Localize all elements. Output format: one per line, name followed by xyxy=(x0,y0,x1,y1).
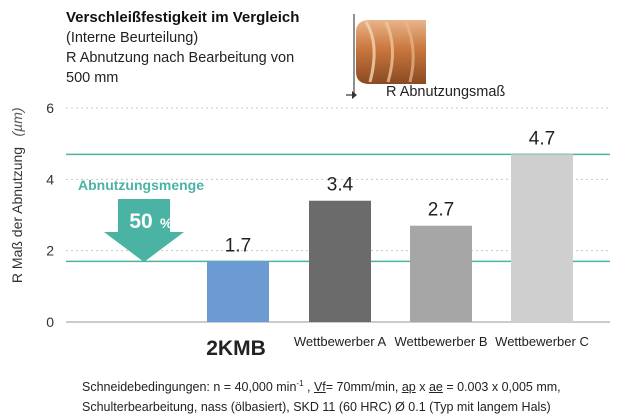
bar xyxy=(511,154,573,322)
footnote-x: x xyxy=(415,380,429,395)
bar-value-label: 2.7 xyxy=(428,200,454,221)
footnote-line-2: Schulterbearbeitung, nass (ölbasiert), S… xyxy=(82,400,551,415)
footnote-ap: ap xyxy=(401,380,416,395)
y-tick-label: 0 xyxy=(46,314,54,330)
bar xyxy=(309,200,371,322)
arrow-percent-label: 50 xyxy=(129,210,152,233)
footnote-line-1: Schneidebedingungen: n = 40,000 min-1 , … xyxy=(82,374,561,397)
annotation-label: Abnutzungsmenge xyxy=(78,177,204,193)
down-arrow-icon xyxy=(104,199,184,262)
y-axis-label: R Maß der Abnutzung xyxy=(9,147,25,283)
end-mill-tool-icon xyxy=(340,14,426,99)
y-tick-label: 4 xyxy=(46,171,54,187)
footnote-sup: -1 xyxy=(296,379,304,388)
bar xyxy=(207,261,269,322)
measure-label: R Abnutzungsmaß xyxy=(386,84,506,100)
arrow-percent-unit: % xyxy=(160,215,173,231)
category-label-main: 2KMB xyxy=(206,337,266,360)
footnote-mid: = 70mm/min, xyxy=(325,380,402,395)
y-axis-unit: (µm) xyxy=(9,107,25,136)
category-label: Wettbewerber A xyxy=(294,334,387,349)
bar-value-label: 4.7 xyxy=(529,128,555,149)
bar-value-label: 1.7 xyxy=(225,235,251,256)
y-tick-label: 6 xyxy=(46,100,54,116)
bar-value-label: 3.4 xyxy=(327,175,354,196)
chart-description-line-2: 500 mm xyxy=(66,70,119,86)
footnote-sep: , xyxy=(303,380,314,395)
chart-footnote: Schneidebedingungen: n = 40,000 min-1 , … xyxy=(82,374,561,417)
footnote-vf: Vf xyxy=(313,380,326,395)
chart-subtitle: (Interne Beurteilung) xyxy=(66,30,199,46)
chart-header: Verschleißfestigkeit im Vergleich (Inter… xyxy=(66,8,356,88)
category-label: Wettbewerber B xyxy=(395,334,488,349)
bar xyxy=(410,225,472,322)
footnote-ae: ae xyxy=(428,380,443,395)
y-tick-label: 2 xyxy=(46,243,54,259)
chart-title: Verschleißfestigkeit im Vergleich xyxy=(66,9,300,26)
footnote-text: Schneidebedingungen: n = 40,000 min xyxy=(82,380,297,395)
chart-description-line: R Abnutzung nach Bearbeitung von xyxy=(66,50,295,66)
measure-arrow-head xyxy=(352,91,357,99)
footnote-end: = 0.003 x 0,005 mm, xyxy=(442,380,561,395)
category-label: Wettbewerber C xyxy=(495,334,589,349)
